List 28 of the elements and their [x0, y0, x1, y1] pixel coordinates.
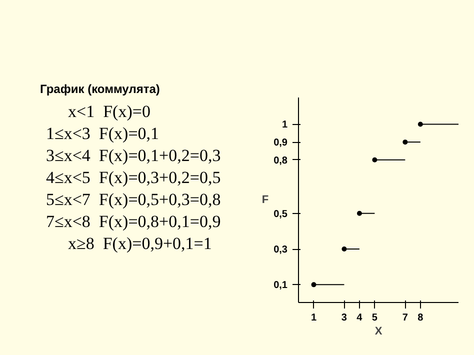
text: x≥8 F(x)=0,9+0,1=1 — [68, 234, 213, 254]
text: 1≤x<3 F(x)=0,1 — [46, 124, 160, 144]
text: x<1 F(x)=0 — [68, 102, 152, 122]
x-tick-label: 8 — [418, 312, 424, 324]
point — [356, 210, 362, 216]
point — [342, 246, 347, 252]
text: 3≤x<4 F(x)=0,1+0,2=0,3 — [46, 146, 222, 166]
y-tick-label: 1 — [282, 120, 288, 131]
y-tick-label: 0,9 — [274, 138, 288, 149]
y-tick-label: 0,8 — [274, 155, 288, 166]
x-tick-label: 1 — [310, 312, 317, 324]
y-axis-title: F — [262, 194, 269, 206]
y-tick-label: 0,5 — [274, 208, 288, 220]
x-axis-title: X — [374, 326, 383, 338]
x-tick-label: 4 — [356, 312, 363, 324]
text: 7≤x<8 F(x)=0,8+0,1=0,9 — [46, 212, 222, 232]
point — [402, 140, 408, 145]
x-tick-label: 5 — [372, 312, 378, 324]
y-tick-label: 0,1 — [274, 280, 288, 292]
point — [418, 122, 423, 127]
text: График (коммулята) — [40, 82, 161, 96]
x-tick-label: 3 — [341, 312, 348, 324]
text: 4≤x<5 F(x)=0,3+0,2=0,5 — [46, 168, 222, 188]
text: 5≤x<7 F(x)=0,5+0,3=0,8 — [46, 190, 222, 210]
y-tick-label: 0,3 — [274, 244, 288, 256]
point — [372, 157, 378, 162]
x-tick-label: 7 — [402, 312, 408, 324]
point — [311, 282, 316, 288]
